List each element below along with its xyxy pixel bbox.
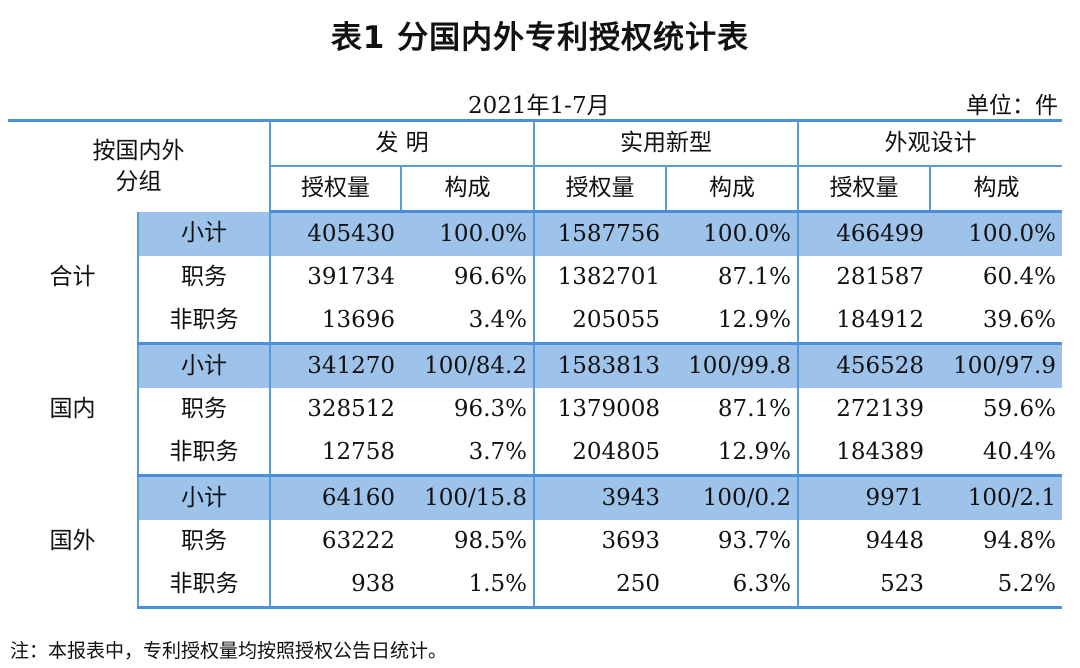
header-row-subcolumns: 授权量 构成 授权量 构成 授权量 构成	[8, 165, 1062, 213]
header-utility-model: 实用新型	[533, 119, 798, 167]
grant-count-cell: 184912	[797, 299, 930, 345]
grant-count-cell: 341270	[269, 343, 401, 388]
grant-count-cell: 938	[269, 563, 401, 609]
row-category: 非职务	[138, 299, 270, 345]
table-row: 国外 小计 64160 100/15.8 3943 100/0.2 9971 100/2.1	[8, 475, 1062, 608]
header-row-groups: 按国内外 分组 发 明 实用新型 外观设计	[8, 119, 1062, 212]
composition-cell: 3.4%	[401, 299, 534, 345]
composition-cell: 100.0%	[666, 211, 798, 256]
grant-count-cell: 12758	[269, 431, 401, 477]
composition-cell: 100/2.1	[930, 475, 1062, 520]
composition-cell: 87.1%	[717, 263, 791, 290]
composition-cell: 93.7%	[717, 527, 791, 554]
grant-count-cell: 466499	[797, 211, 930, 256]
group-header-cell: 按国内外 分组	[8, 119, 270, 212]
grant-count-cell: 205055	[533, 299, 666, 345]
row-category: 小计	[138, 211, 270, 256]
table-row: 职务 328512 96.3% 1379008 87.1% 272139 59.6%	[8, 387, 1062, 432]
composition-cell: 100/15.8	[401, 475, 534, 520]
composition-cell: 100/99.8	[666, 343, 798, 388]
composition-cell: 39.6%	[930, 299, 1062, 345]
grant-count-cell: 1379008	[533, 387, 666, 432]
table-row: 国内 小计 341270 100/84.2 1583813 100/99.8 456528 1…	[8, 343, 1062, 476]
grant-count-cell: 391734	[269, 255, 401, 300]
composition-cell: 96.6%	[453, 263, 527, 290]
header-grant-count: 授权量	[533, 165, 666, 213]
row-category: 非职务	[138, 431, 270, 477]
composition-cell: 12.9%	[666, 431, 798, 477]
composition-cell: 12.9%	[666, 299, 798, 345]
row-category: 小计	[138, 475, 270, 520]
patent-grant-table: 按国内外 分组 发 明 实用新型 外观设计 授权量 构成 授权量 构成 授权量 构…	[8, 119, 1062, 609]
composition-cell: 96.3%	[453, 395, 527, 422]
row-category: 小计	[138, 343, 270, 388]
grant-count-cell: 1382701	[533, 255, 666, 300]
period-label: 2021年1-7月	[468, 93, 610, 119]
header-composition: 构成	[929, 165, 1062, 213]
row-category: 职务	[181, 395, 227, 422]
group-label: 国外	[8, 475, 139, 608]
grant-count-cell: 272139	[797, 387, 930, 432]
table-row: 职务 63222 98.5% 3693 93.7% 9448 94.8%	[8, 519, 1062, 564]
composition-cell: 60.4%	[982, 263, 1056, 290]
composition-cell: 40.4%	[930, 431, 1062, 477]
composition-cell: 94.8%	[982, 527, 1056, 554]
footnote: 注：本报表中，专利授权量均按照授权公告日统计。	[10, 640, 448, 662]
grant-count-cell: 456528	[797, 343, 930, 388]
composition-cell: 5.2%	[930, 563, 1062, 609]
header-grant-count: 授权量	[269, 165, 401, 213]
grant-count-cell: 184389	[797, 431, 930, 477]
grant-count-cell: 9971	[797, 475, 930, 520]
composition-cell: 100/97.9	[930, 343, 1062, 388]
table-row: 非职务 12758 3.7% 204805 12.9% 184389 40.4%	[8, 431, 1062, 477]
composition-cell: 98.5%	[453, 527, 527, 554]
grant-count-cell: 204805	[533, 431, 666, 477]
grant-count-cell: 1583813	[533, 343, 666, 388]
group-header-label: 按国内外 分组	[92, 137, 185, 195]
composition-cell: 6.3%	[666, 563, 798, 609]
header-composition: 构成	[400, 165, 534, 213]
table-title: 表1 分国内外专利授权统计表	[330, 20, 750, 56]
composition-cell: 100.0%	[930, 211, 1062, 256]
header-grant-count: 授权量	[797, 165, 930, 213]
unit-label: 单位：件	[966, 93, 1058, 119]
composition-cell: 59.6%	[982, 395, 1056, 422]
table-row: 非职务 13696 3.4% 205055 12.9% 184912 39.6%	[8, 299, 1062, 345]
grant-count-cell: 281587	[797, 255, 930, 300]
group-label: 合计	[8, 211, 139, 344]
table-row: 非职务 938 1.5% 250 6.3% 523 5.2%	[8, 563, 1062, 609]
composition-cell: 100.0%	[401, 211, 534, 256]
composition-cell: 100/0.2	[666, 475, 798, 520]
grant-count-cell: 64160	[269, 475, 401, 520]
header-invention: 发 明	[269, 119, 534, 167]
group-label: 国内	[8, 343, 139, 476]
grant-count-cell: 250	[533, 563, 666, 609]
grant-count-cell: 13696	[269, 299, 401, 345]
grant-count-cell: 9448	[797, 519, 930, 564]
table-row: 合计 小计 405430 100.0% 1587756 100.0% 466499 100.0…	[8, 211, 1062, 344]
grant-count-cell: 1587756	[533, 211, 666, 256]
header-design: 外观设计	[797, 119, 1062, 167]
grant-count-cell: 405430	[269, 211, 401, 256]
grant-count-cell: 3693	[533, 519, 666, 564]
row-category: 职务	[181, 527, 227, 554]
grant-count-cell: 3943	[533, 475, 666, 520]
grant-count-cell: 523	[797, 563, 930, 609]
composition-cell: 3.7%	[401, 431, 534, 477]
composition-cell: 87.1%	[717, 395, 791, 422]
composition-cell: 100/84.2	[401, 343, 534, 388]
grant-count-cell: 328512	[269, 387, 401, 432]
grant-count-cell: 63222	[269, 519, 401, 564]
row-category: 非职务	[138, 563, 270, 609]
row-category: 职务	[181, 263, 227, 290]
table-row: 职务 391734 96.6% 1382701 87.1% 281587 60.4%	[8, 255, 1062, 300]
composition-cell: 1.5%	[401, 563, 534, 609]
header-composition: 构成	[665, 165, 798, 213]
